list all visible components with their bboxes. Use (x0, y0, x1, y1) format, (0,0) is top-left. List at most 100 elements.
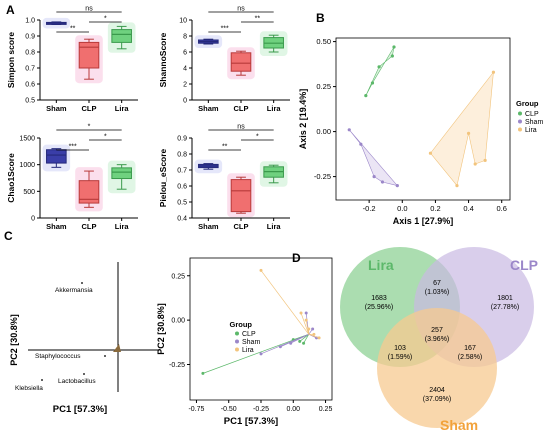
x-tick-label: Sham (46, 222, 67, 231)
y-tick-label: 8 (183, 34, 187, 41)
y-tick-label: 0 (183, 98, 187, 105)
point-lira (428, 151, 433, 155)
point-lira (473, 162, 477, 166)
x-axis-title: Axis 1 [27.9%] (393, 216, 454, 226)
panel-b: -0.2 0.0 0.2 0.4 0.6 -0.25 0.00 0.25 0.50 Axis 1 … (298, 37, 543, 226)
spider-line-clp (299, 334, 309, 342)
y-tick-label: 0.5 (25, 98, 35, 105)
x-tick-label: CLP (234, 222, 249, 231)
y-tick-label: 0 (31, 216, 35, 223)
point-clp (201, 371, 205, 375)
point-lira (299, 311, 303, 315)
venn-count-clp_only: 1801 (497, 295, 513, 302)
biplot-point (104, 355, 106, 357)
x-tick-label: 0.0 (397, 204, 407, 213)
x-tick-label: 0.6 (496, 204, 506, 213)
significance-label: ** (255, 16, 261, 23)
venn-set-label-lira: Lira (368, 257, 394, 273)
y-tick-label: 0.25 (171, 273, 185, 280)
x-tick-label: CLP (234, 104, 249, 113)
venn-pct-lira_sham: (1.59%) (388, 354, 413, 361)
venn-circle-sham (377, 308, 497, 428)
venn-pct-clp_sham: (2.58%) (458, 354, 483, 361)
point-clp (364, 94, 368, 98)
venn-count-lira_sham: 103 (394, 345, 406, 352)
x-tick-label: CLP (82, 104, 97, 113)
x-tick-label: 0.4 (463, 204, 473, 213)
point-clp (370, 81, 375, 85)
significance-label: ns (85, 6, 93, 13)
point-lira (491, 70, 496, 74)
hull-lira (430, 71, 494, 187)
y-axis-title: Chao1Score (6, 153, 16, 203)
venn-count-lira_only: 1683 (371, 295, 387, 302)
point-lira (312, 332, 316, 336)
biplot-label: Akkermansia (55, 287, 93, 294)
point-sham (372, 175, 376, 179)
box-lira (111, 167, 132, 180)
y-tick-label: 500 (23, 189, 35, 196)
point-clp (377, 65, 381, 69)
legend-label-lira: Lira (525, 127, 537, 134)
legend-marker-sham (235, 339, 239, 344)
y-tick-label: 0.8 (25, 50, 35, 57)
x-tick-label: Sham (46, 104, 67, 113)
hull-clp (365, 46, 395, 96)
y-tick-label: 10 (179, 18, 187, 25)
point-lira (455, 184, 459, 188)
point-clp (390, 54, 394, 58)
legend-marker-lira (235, 347, 239, 352)
spider-line-lira (305, 320, 310, 335)
biplot-label: Klebsiella (15, 385, 43, 392)
venn-pct-clp_only: (27.78%) (491, 304, 519, 311)
spider-line-lira (300, 312, 310, 335)
point-clp (302, 341, 306, 345)
point-sham (380, 180, 384, 184)
y-tick-label: 2 (183, 82, 187, 89)
y-axis-title: ShannoScore (158, 32, 168, 87)
y-axis-title: PC2 [30.8%] (156, 303, 166, 355)
point-lira (259, 268, 263, 272)
point-sham (259, 352, 263, 356)
y-tick-label: 1.0 (25, 18, 35, 25)
panel-letter-d: D (292, 251, 301, 265)
legend-marker-clp (235, 331, 239, 336)
panel-letter-c: C (4, 229, 13, 243)
y-tick-label: 0.7 (177, 168, 187, 175)
y-tick-label: -0.25 (314, 172, 331, 181)
boxplot-4: 0.4 0.5 0.6 0.7 0.8 0.9 Pielou_eScore Sham CLP Li… (158, 124, 290, 231)
point-sham (289, 341, 293, 345)
box-clp (78, 41, 100, 69)
biplot-x-axis-title: PC1 [57.3%] (53, 404, 107, 415)
legend-label-sham: Sham (525, 119, 543, 126)
biplot-label: Staphylococcus (35, 353, 81, 360)
y-tick-label: 1500 (19, 136, 35, 143)
y-tick-label: 0.50 (316, 37, 331, 46)
x-tick-label: 0.00 (286, 406, 300, 413)
legend-title: Group (516, 99, 539, 108)
point-lira (466, 131, 471, 135)
x-axis-title: PC1 [57.3%] (224, 416, 278, 427)
y-tick-label: 4 (183, 66, 187, 73)
y-axis-title: Axis 2 [19.4%] (298, 89, 308, 150)
x-tick-label: Lira (115, 222, 130, 231)
y-tick-label: 0.8 (177, 152, 187, 159)
panel-c: PC1 [57.3%] PC2 [30.8%] Akkermansia Staphyl… (9, 257, 332, 427)
box-lira (111, 29, 132, 43)
point-sham (359, 142, 363, 146)
y-tick-label: 0.00 (316, 127, 331, 136)
biplot-label: Lactobacillus (58, 378, 96, 385)
panel-d: Lira CLP Sham 1683 (25.96%) 67 (1.03%) 1801 (27.… (340, 247, 538, 433)
x-tick-label: CLP (82, 222, 97, 231)
x-tick-label: Sham (198, 222, 219, 231)
y-tick-label: 0.25 (316, 82, 331, 91)
point-lira (317, 336, 321, 340)
y-tick-label: -0.25 (169, 362, 185, 369)
box-clp (78, 180, 100, 204)
point-sham (347, 128, 351, 132)
y-tick-label: 0.4 (177, 216, 187, 223)
y-tick-label: 1000 (19, 162, 35, 169)
box-clp (230, 52, 252, 72)
